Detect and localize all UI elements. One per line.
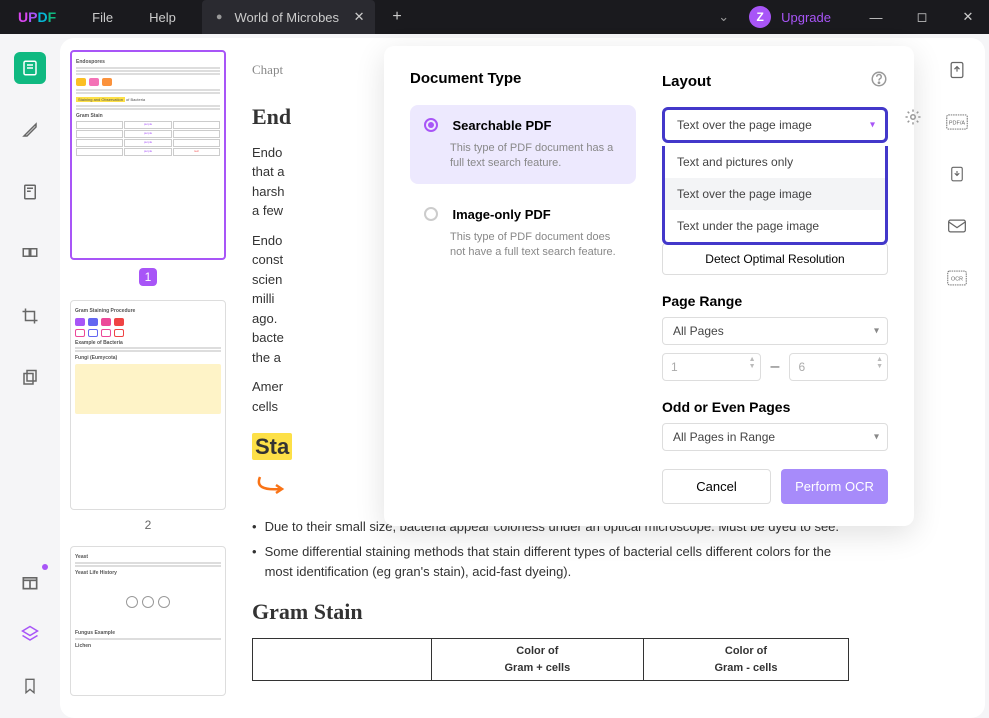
tab-title: World of Microbes: [235, 10, 340, 25]
tool-crop-icon[interactable]: [14, 300, 46, 332]
tab-add-button[interactable]: +: [387, 8, 407, 26]
document-type-title: Document Type: [410, 70, 636, 87]
thumbnail-page-3[interactable]: Yeast Yeast Life History Fungus Example …: [70, 546, 226, 696]
layout-option-text-over[interactable]: Text over the page image: [665, 178, 885, 210]
thumbnail-page-1[interactable]: Endospores Staining and Observation of B…: [70, 50, 226, 260]
left-toolbar: [0, 34, 60, 718]
thumbnail-number-2: 2: [70, 518, 226, 532]
ocr-panel: Document Type Searchable PDF This type o…: [384, 46, 914, 526]
tool-layers-icon[interactable]: [14, 618, 46, 650]
svg-text:PDF/A: PDF/A: [949, 120, 966, 126]
titlebar: UPDF File Help ● World of Microbes ✕ + ⌄…: [0, 0, 989, 34]
caret-down-icon: ▾: [870, 120, 875, 131]
perform-ocr-button[interactable]: Perform OCR: [781, 469, 888, 504]
tool-organize-icon[interactable]: [14, 238, 46, 270]
thumbnail-panel: Endospores Staining and Observation of B…: [60, 38, 236, 718]
range-dash: –: [771, 358, 780, 376]
right-toolbar: PDF/A OCR: [929, 38, 985, 718]
app-logo: UPDF: [0, 9, 74, 25]
arrow-annotation-icon: [252, 469, 292, 499]
caret-down-icon: ▾: [874, 326, 879, 337]
option-label: Searchable PDF: [452, 118, 551, 133]
radio-icon: [424, 207, 438, 221]
page-range-title: Page Range: [662, 293, 888, 309]
range-from-input[interactable]: 1▲▼: [662, 353, 761, 381]
option-description: This type of PDF document has a full tex…: [450, 141, 622, 172]
tool-ocr-icon[interactable]: OCR: [943, 264, 971, 292]
odd-even-select[interactable]: All Pages in Range ▾: [662, 423, 888, 451]
layout-select[interactable]: Text over the page image ▾ Text and pict…: [662, 107, 888, 143]
thumbnail-page-2[interactable]: Gram Staining Procedure Example of Bacte…: [70, 300, 226, 510]
user-avatar[interactable]: Z: [749, 6, 771, 28]
layout-option-text-under[interactable]: Text under the page image: [665, 210, 885, 242]
svg-text:OCR: OCR: [951, 276, 963, 282]
layout-selected-value: Text over the page image: [677, 118, 812, 132]
tool-mail-icon[interactable]: [943, 212, 971, 240]
help-icon[interactable]: [870, 70, 888, 93]
tab-bar: ● World of Microbes ✕ +: [194, 0, 407, 34]
option-description: This type of PDF document does not have …: [450, 230, 622, 261]
thumbnail-number-1: 1: [139, 268, 157, 286]
window-close-icon[interactable]: ✕: [947, 0, 989, 34]
layout-dropdown: Text and pictures only Text over the pag…: [662, 146, 888, 245]
tool-gift-icon[interactable]: [14, 566, 46, 598]
radio-icon: [424, 118, 438, 132]
menu-file[interactable]: File: [74, 10, 131, 25]
window-maximize-icon[interactable]: ◻: [901, 0, 943, 34]
chevron-down-icon[interactable]: ⌄: [718, 9, 729, 25]
odd-even-title: Odd or Even Pages: [662, 399, 888, 415]
titlebar-right: ⌄ Z Upgrade — ◻ ✕: [718, 0, 989, 34]
tool-bookmark-icon[interactable]: [14, 670, 46, 702]
tool-export-icon[interactable]: [943, 56, 971, 84]
option-image-only-pdf[interactable]: Image-only PDF This type of PDF document…: [410, 194, 636, 273]
layout-option-text-pictures[interactable]: Text and pictures only: [665, 146, 885, 178]
tool-reader-icon[interactable]: [14, 52, 46, 84]
menu-help[interactable]: Help: [131, 10, 194, 25]
tool-pdfa-icon[interactable]: PDF/A: [943, 108, 971, 136]
option-label: Image-only PDF: [452, 207, 550, 222]
bullet-item: •Some differential staining methods that…: [252, 542, 849, 581]
page-range-select[interactable]: All Pages ▾: [662, 317, 888, 345]
tool-highlight-icon[interactable]: [14, 114, 46, 146]
caret-down-icon: ▾: [874, 432, 879, 443]
tool-compress-icon[interactable]: [14, 362, 46, 394]
tab-document[interactable]: ● World of Microbes ✕: [202, 0, 375, 34]
tool-save-icon[interactable]: [943, 160, 971, 188]
layout-title: Layout: [662, 73, 711, 90]
option-searchable-pdf[interactable]: Searchable PDF This type of PDF document…: [410, 105, 636, 184]
gear-icon[interactable]: [904, 113, 922, 130]
window-minimize-icon[interactable]: —: [855, 0, 897, 34]
cancel-button[interactable]: Cancel: [662, 469, 771, 504]
detect-resolution-button[interactable]: Detect Optimal Resolution: [662, 243, 888, 275]
section-heading-gram: Gram Stain: [252, 595, 849, 628]
gram-stain-table: Color ofGram + cellsColor ofGram - cells: [252, 638, 849, 681]
tab-close-icon[interactable]: ✕: [351, 9, 367, 25]
range-to-input[interactable]: 6▲▼: [789, 353, 888, 381]
tool-edit-icon[interactable]: [14, 176, 46, 208]
upgrade-link[interactable]: Upgrade: [781, 10, 831, 25]
